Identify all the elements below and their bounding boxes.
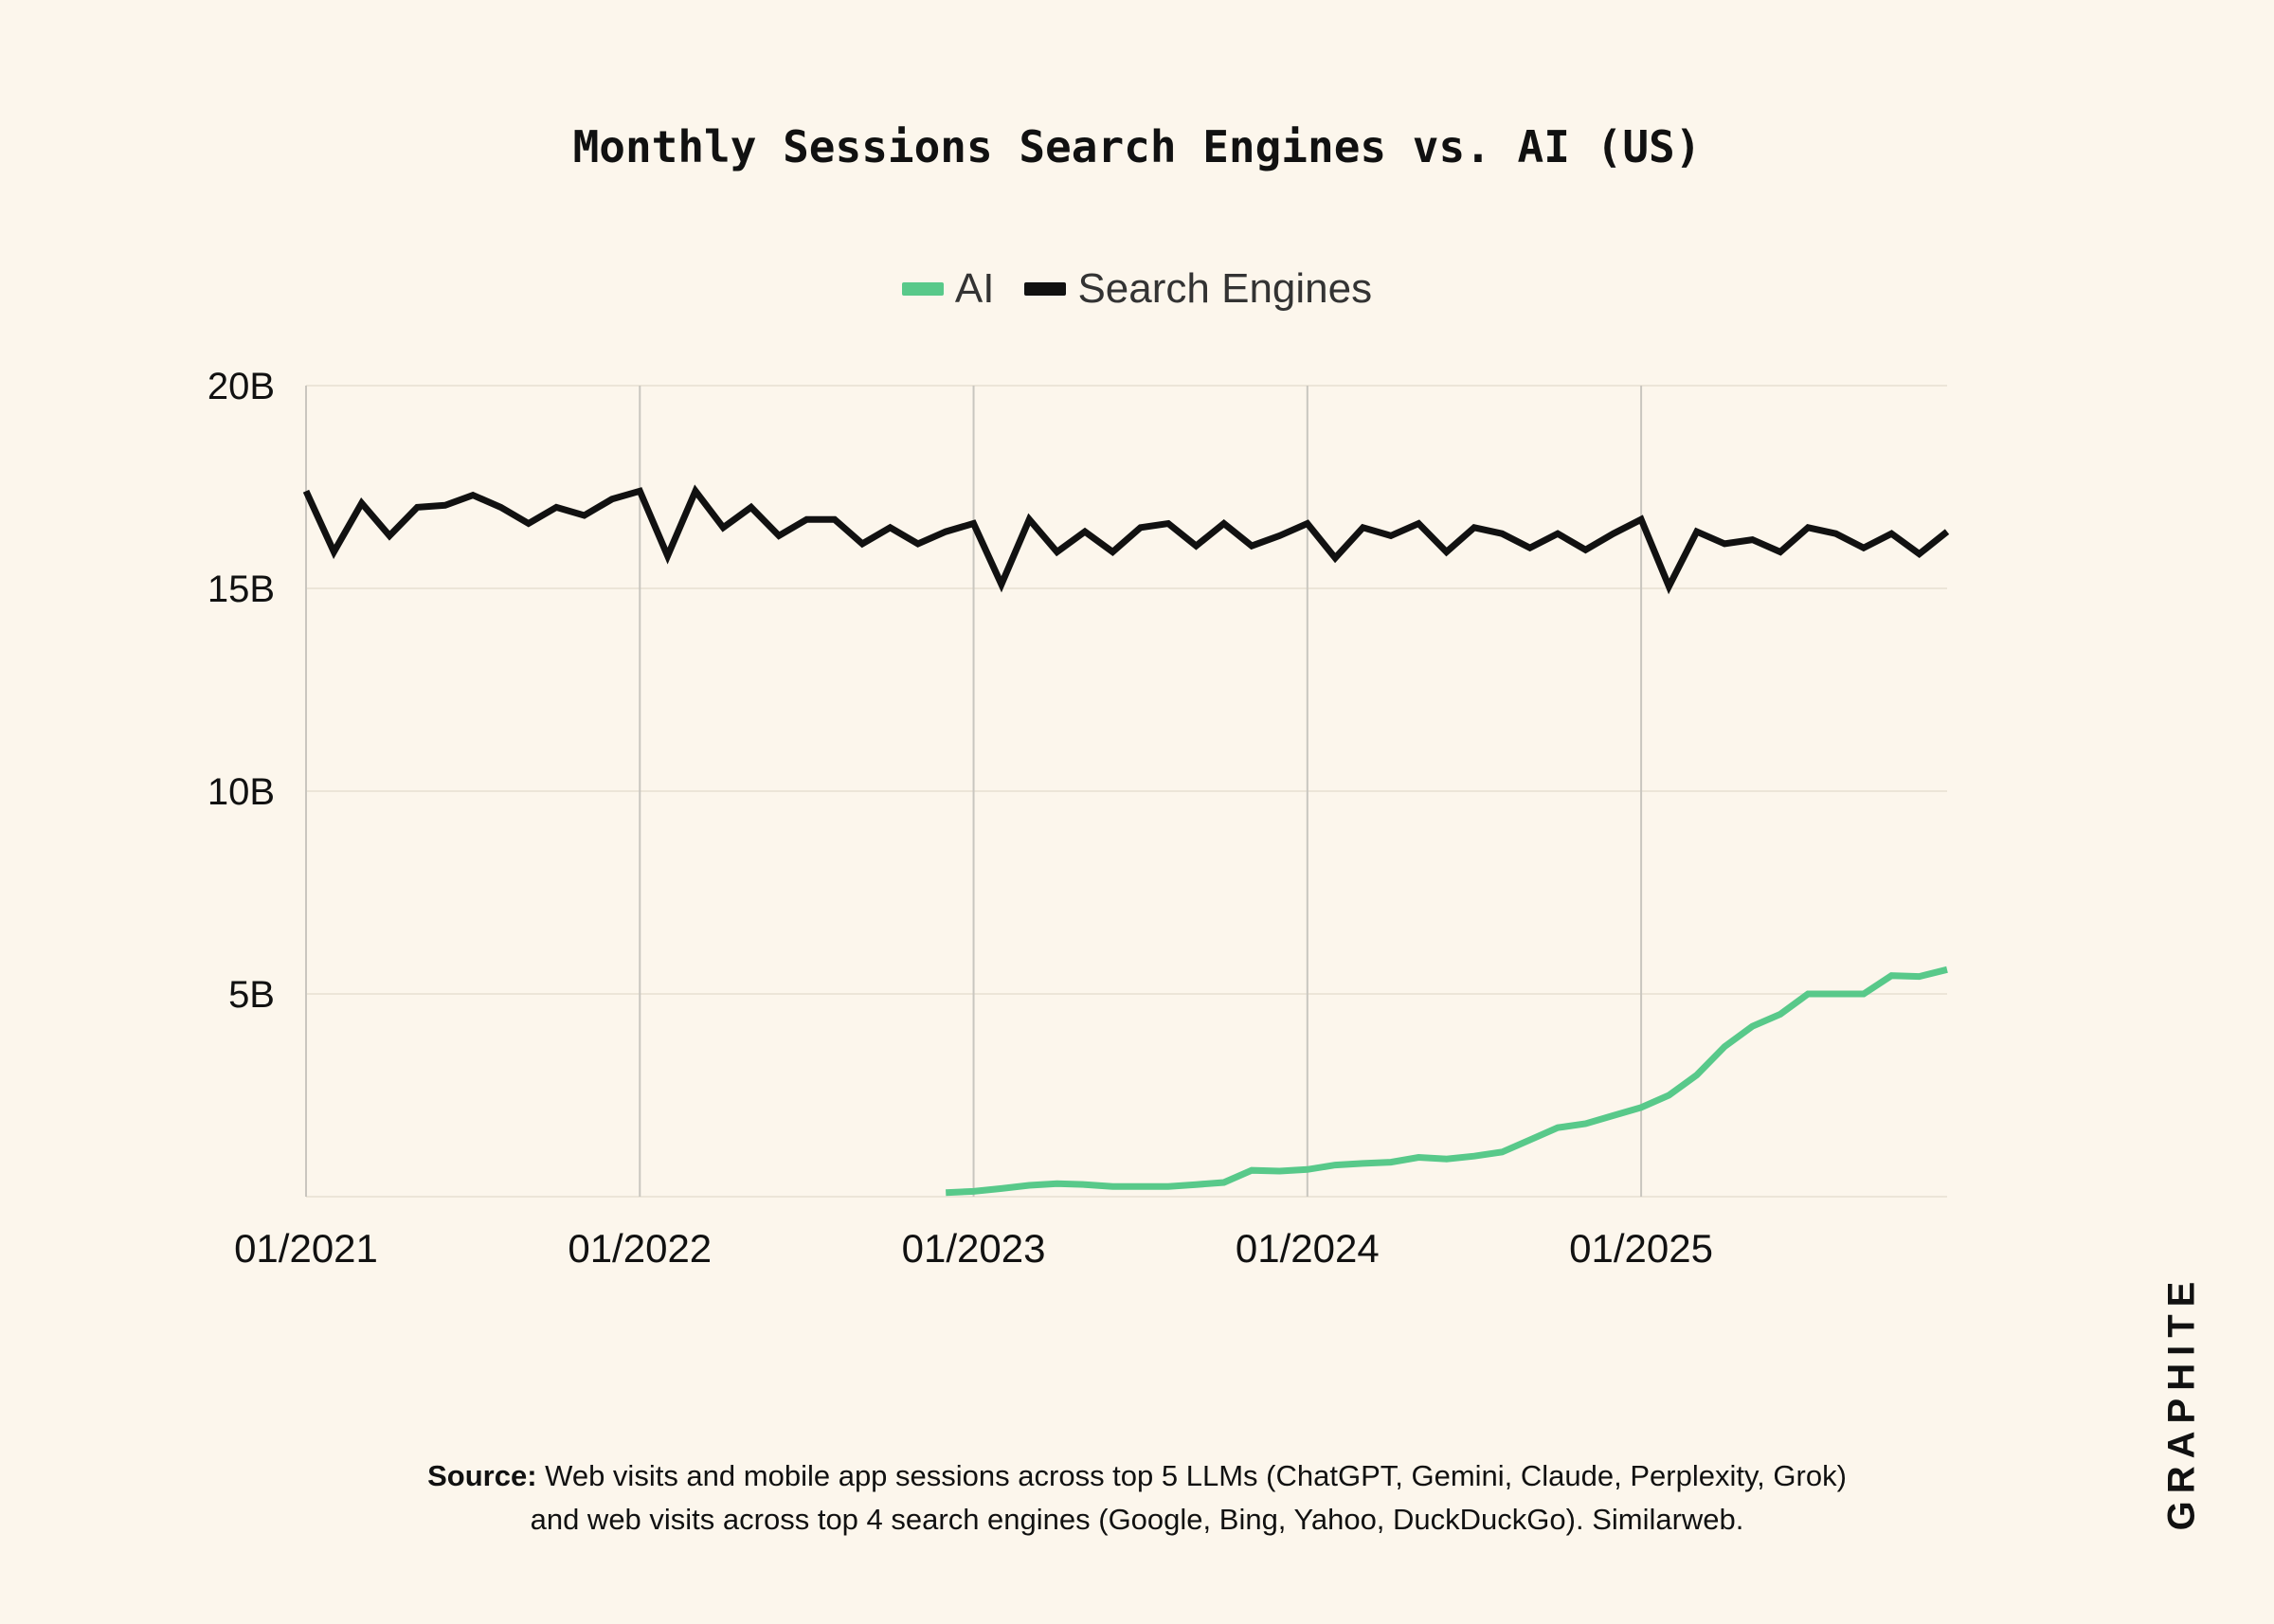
- y-tick-label: 20B: [208, 366, 275, 407]
- y-tick-label: 10B: [208, 771, 275, 813]
- source-line-2: and web visits across top 4 search engin…: [530, 1503, 1744, 1536]
- legend-swatch-ai: [901, 282, 944, 296]
- x-tick-label: 01/2022: [568, 1226, 712, 1271]
- source-note: Source: Web visits and mobile app sessio…: [0, 1454, 2274, 1542]
- x-tick-label: 01/2025: [1569, 1226, 1713, 1271]
- legend-item-ai: AI: [901, 265, 995, 313]
- legend-item-search-engines: Search Engines: [1024, 265, 1372, 313]
- x-tick-label: 01/2021: [234, 1226, 378, 1271]
- legend: AI Search Engines: [0, 265, 2274, 313]
- y-tick-label: 15B: [208, 568, 275, 610]
- series-line-search-engines: [302, 484, 1950, 595]
- legend-label-ai: AI: [954, 265, 995, 312]
- x-tick-label: 01/2024: [1236, 1226, 1380, 1271]
- x-tick-label: 01/2023: [902, 1226, 1046, 1271]
- source-label: Source:: [427, 1459, 537, 1492]
- legend-label-search-engines: Search Engines: [1077, 265, 1373, 312]
- chart-title: Monthly Sessions Search Engines vs. AI (…: [572, 121, 1702, 172]
- brand-wordmark: GRAPHITE: [2160, 1273, 2203, 1531]
- series-line-ai: [946, 965, 1948, 1197]
- source-line-1: Web visits and mobile app sessions acros…: [545, 1459, 1847, 1492]
- legend-swatch-search-engines: [1024, 282, 1067, 296]
- y-tick-label: 5B: [228, 974, 275, 1016]
